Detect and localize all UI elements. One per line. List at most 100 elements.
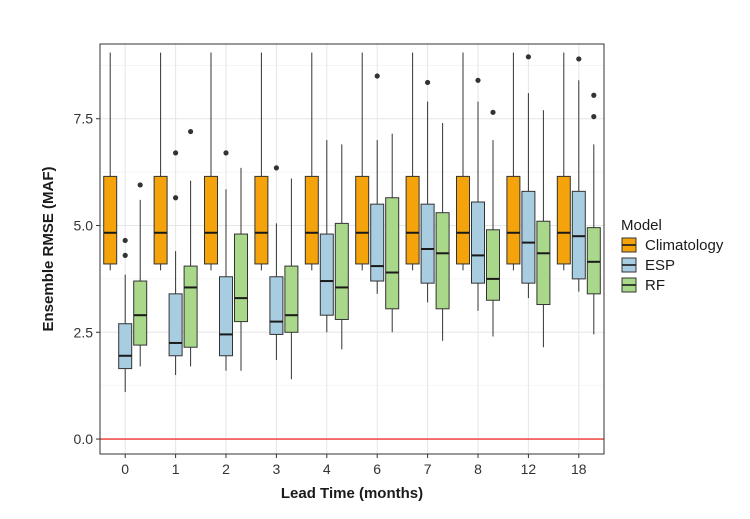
x-tick-label: 8 xyxy=(474,461,482,477)
y-tick-label: 0.0 xyxy=(74,431,94,447)
box-iqr xyxy=(456,175,470,265)
box-iqr xyxy=(486,229,500,301)
x-tick-label: 6 xyxy=(373,461,381,477)
boxplot-esp-4 xyxy=(319,140,334,333)
box-iqr xyxy=(269,276,284,335)
x-tick-label: 0 xyxy=(121,461,129,477)
outlier-point xyxy=(576,56,582,62)
box-iqr xyxy=(370,203,385,282)
boxplot-rf-18 xyxy=(586,92,601,335)
box-iqr xyxy=(183,265,198,348)
box-iqr xyxy=(168,293,183,357)
legend-item-climatology: Climatology xyxy=(621,237,724,254)
outlier-point xyxy=(122,237,128,244)
box-iqr xyxy=(219,276,233,357)
boxplot-rf-7 xyxy=(435,123,450,341)
box-iqr xyxy=(304,175,319,265)
boxplot-rf-2 xyxy=(234,167,248,371)
boxplot-climatology-7 xyxy=(405,52,420,271)
x-axis-title: Lead Time (months) xyxy=(281,485,423,502)
box-iqr xyxy=(284,265,299,333)
box-iqr xyxy=(118,323,133,370)
boxplot-climatology-12 xyxy=(506,52,521,271)
box-iqr xyxy=(204,175,218,265)
box-iqr xyxy=(571,190,586,280)
box-iqr xyxy=(435,212,450,310)
box-layer xyxy=(103,52,601,393)
box-iqr xyxy=(405,175,420,265)
outlier-point xyxy=(173,150,179,156)
box-iqr xyxy=(319,233,334,316)
x-tick-label: 3 xyxy=(273,461,281,477)
boxplot-esp-3 xyxy=(269,165,284,361)
boxplot-rf-1 xyxy=(183,128,198,367)
y-tick-label: 5.0 xyxy=(74,218,94,234)
legend-title: Model xyxy=(621,217,662,234)
boxplot-rf-12 xyxy=(536,110,551,348)
box-iqr xyxy=(133,280,148,346)
boxplot-esp-7 xyxy=(420,79,435,303)
outlier-point xyxy=(122,252,128,259)
boxplot-esp-6 xyxy=(370,73,385,294)
box-iqr xyxy=(556,175,571,265)
outlier-point xyxy=(273,165,279,171)
box-iqr xyxy=(506,175,521,265)
legend: Model Climatology ESP RF xyxy=(621,217,724,294)
outlier-point xyxy=(374,73,380,79)
outlier-point xyxy=(137,182,143,188)
outlier-point xyxy=(425,79,431,86)
outlier-point xyxy=(490,109,496,115)
box-iqr xyxy=(586,227,601,295)
box-iqr xyxy=(254,175,269,265)
outlier-point xyxy=(525,54,532,60)
boxplot-climatology-4 xyxy=(304,52,319,271)
outlier-point xyxy=(475,77,481,83)
boxplot-rf-0 xyxy=(133,182,148,367)
boxplot-climatology-0 xyxy=(103,52,118,271)
legend-label: Climatology xyxy=(645,237,724,254)
boxplot-esp-0 xyxy=(118,237,133,393)
y-axis-title: Ensemble RMSE (MAF) xyxy=(40,166,57,331)
boxplot-climatology-2 xyxy=(204,52,218,271)
boxplot-esp-1 xyxy=(168,150,183,375)
legend-label: ESP xyxy=(645,257,675,274)
x-tick-label: 1 xyxy=(172,461,180,477)
box-iqr xyxy=(521,190,536,284)
outlier-point xyxy=(223,150,229,156)
box-iqr xyxy=(420,203,435,284)
box-iqr xyxy=(103,175,118,265)
boxplot-climatology-6 xyxy=(355,52,370,271)
outlier-point xyxy=(188,128,194,135)
boxplot-climatology-1 xyxy=(153,52,168,271)
box-iqr xyxy=(334,222,349,320)
x-axis-ticks: 0 1 2 3 4 6 7 8 12 18 xyxy=(121,454,587,477)
boxplot-climatology-8 xyxy=(456,52,470,271)
boxplot-rf-3 xyxy=(284,178,299,380)
legend-item-rf: RF xyxy=(621,277,665,294)
boxplot-esp-8 xyxy=(471,77,485,311)
box-iqr xyxy=(385,197,400,310)
y-axis-ticks: 0.0 2.5 5.0 7.5 xyxy=(74,111,100,447)
box-iqr xyxy=(471,201,485,284)
legend-item-esp: ESP xyxy=(621,257,675,274)
boxplot-rf-4 xyxy=(334,144,349,350)
x-tick-label: 4 xyxy=(323,461,331,477)
boxplot-climatology-3 xyxy=(254,52,269,271)
box-iqr xyxy=(355,175,370,265)
outlier-point xyxy=(591,114,597,120)
boxplot-esp-18 xyxy=(571,56,586,292)
y-tick-label: 2.5 xyxy=(74,324,94,340)
x-tick-label: 7 xyxy=(424,461,432,477)
x-tick-label: 12 xyxy=(521,461,537,477)
boxplot-rf-6 xyxy=(385,133,400,333)
outlier-point xyxy=(173,195,179,201)
plot-panel-border xyxy=(99,43,605,455)
box-iqr xyxy=(234,233,248,323)
boxplot-esp-12 xyxy=(521,54,536,299)
x-tick-label: 2 xyxy=(222,461,230,477)
y-tick-label: 7.5 xyxy=(74,111,94,127)
boxplot-rf-8 xyxy=(486,109,500,337)
boxplot-esp-2 xyxy=(219,150,233,371)
